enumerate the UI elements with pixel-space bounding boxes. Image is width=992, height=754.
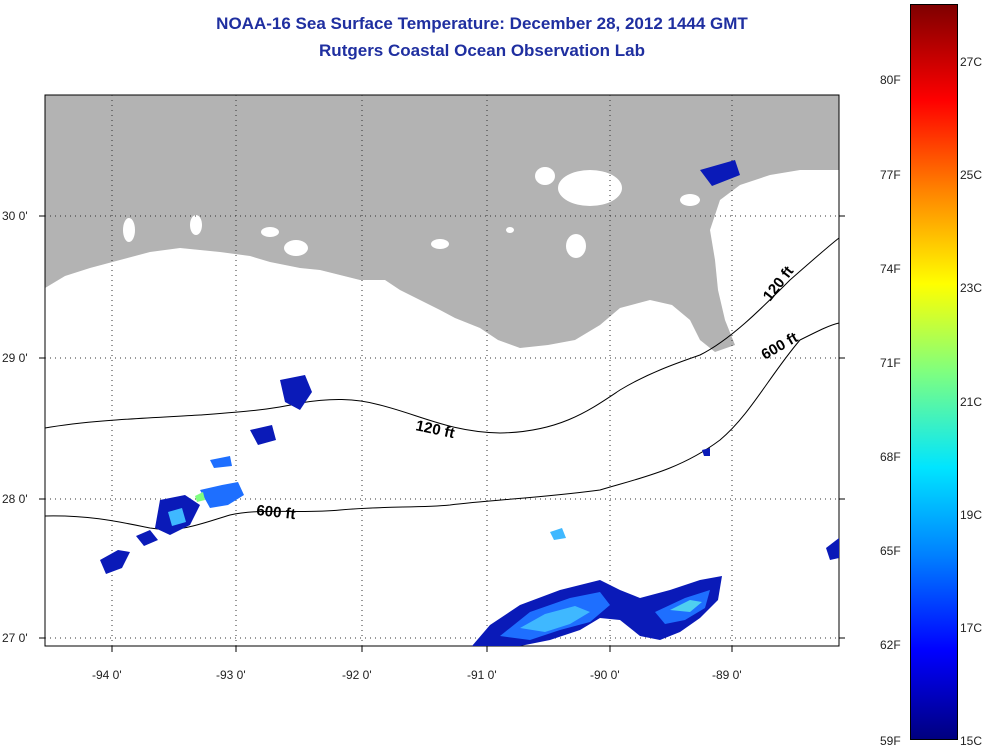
lon-label-89: -89 0' [712,668,742,682]
colorbar-c-25: 25C [960,168,983,182]
lakes [123,167,700,258]
colorbar-f-80: 80F [880,73,901,87]
colorbar-f-62: 62F [880,638,901,652]
colorbar-f-77: 77F [880,168,901,182]
colorbar-c-27: 27C [960,55,983,69]
map-subtitle: Rutgers Coastal Ocean Observation Lab [319,41,645,60]
lat-label-27: 27 0' [2,631,28,645]
colorbar [910,4,958,740]
colorbar-c-23: 23C [960,281,983,295]
lon-label-93: -93 0' [216,668,246,682]
lat-label-28: 28 0' [2,492,28,506]
lon-label-94: -94 0' [92,668,122,682]
contour-label-600ft: 600 ft [256,502,297,523]
colorbar-c-21: 21C [960,395,983,409]
lat-label-29: 29 0' [2,351,28,365]
map-frame [44,94,840,647]
colorbar-f-59: 59F [880,734,901,748]
colorbar-f-68: 68F [880,450,901,464]
lat-label-30: 30 0' [2,209,28,223]
lon-label-90: -90 0' [590,668,620,682]
lon-label-92: -92 0' [342,668,372,682]
map-title: NOAA-16 Sea Surface Temperature: Decembe… [216,14,748,33]
colorbar-c-15: 15C [960,734,983,748]
contour-120ft [44,237,840,434]
lon-label-91: -91 0' [467,668,497,682]
colorbar-f-74: 74F [880,262,901,276]
axis-ticks [39,215,845,652]
graticule [45,95,839,646]
colorbar-f-65: 65F [880,544,901,558]
sst-patches [100,160,839,646]
colorbar-c-17: 17C [960,621,983,635]
colorbar-f-71: 71F [880,356,901,370]
colorbar-c-19: 19C [960,508,983,522]
land-mass [45,95,839,352]
